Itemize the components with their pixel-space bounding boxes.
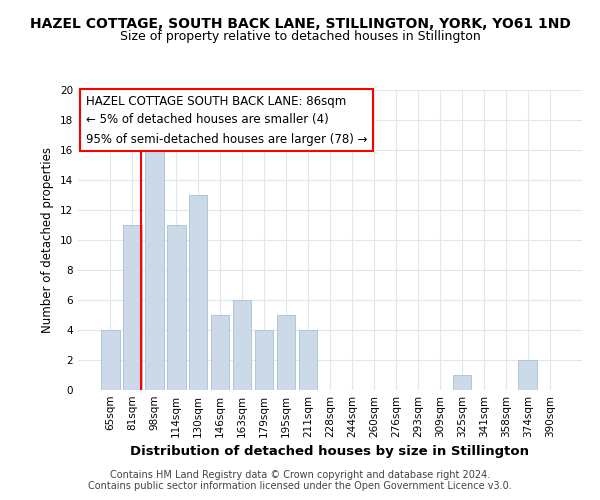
Bar	[299, 330, 317, 390]
Y-axis label: Number of detached properties: Number of detached properties	[41, 147, 55, 333]
Bar	[123, 225, 142, 390]
Text: HAZEL COTTAGE, SOUTH BACK LANE, STILLINGTON, YORK, YO61 1ND: HAZEL COTTAGE, SOUTH BACK LANE, STILLING…	[29, 18, 571, 32]
Bar	[255, 330, 274, 390]
Bar	[145, 135, 164, 390]
Bar	[518, 360, 537, 390]
Text: HAZEL COTTAGE SOUTH BACK LANE: 86sqm
← 5% of detached houses are smaller (4)
95%: HAZEL COTTAGE SOUTH BACK LANE: 86sqm ← 5…	[86, 94, 367, 146]
Bar	[101, 330, 119, 390]
Text: Contains public sector information licensed under the Open Government Licence v3: Contains public sector information licen…	[88, 481, 512, 491]
Bar	[189, 195, 208, 390]
Bar	[167, 225, 185, 390]
Bar	[233, 300, 251, 390]
Text: Contains HM Land Registry data © Crown copyright and database right 2024.: Contains HM Land Registry data © Crown c…	[110, 470, 490, 480]
Text: Size of property relative to detached houses in Stillington: Size of property relative to detached ho…	[119, 30, 481, 43]
Bar	[452, 375, 471, 390]
Bar	[211, 315, 229, 390]
X-axis label: Distribution of detached houses by size in Stillington: Distribution of detached houses by size …	[131, 446, 530, 458]
Bar	[277, 315, 295, 390]
